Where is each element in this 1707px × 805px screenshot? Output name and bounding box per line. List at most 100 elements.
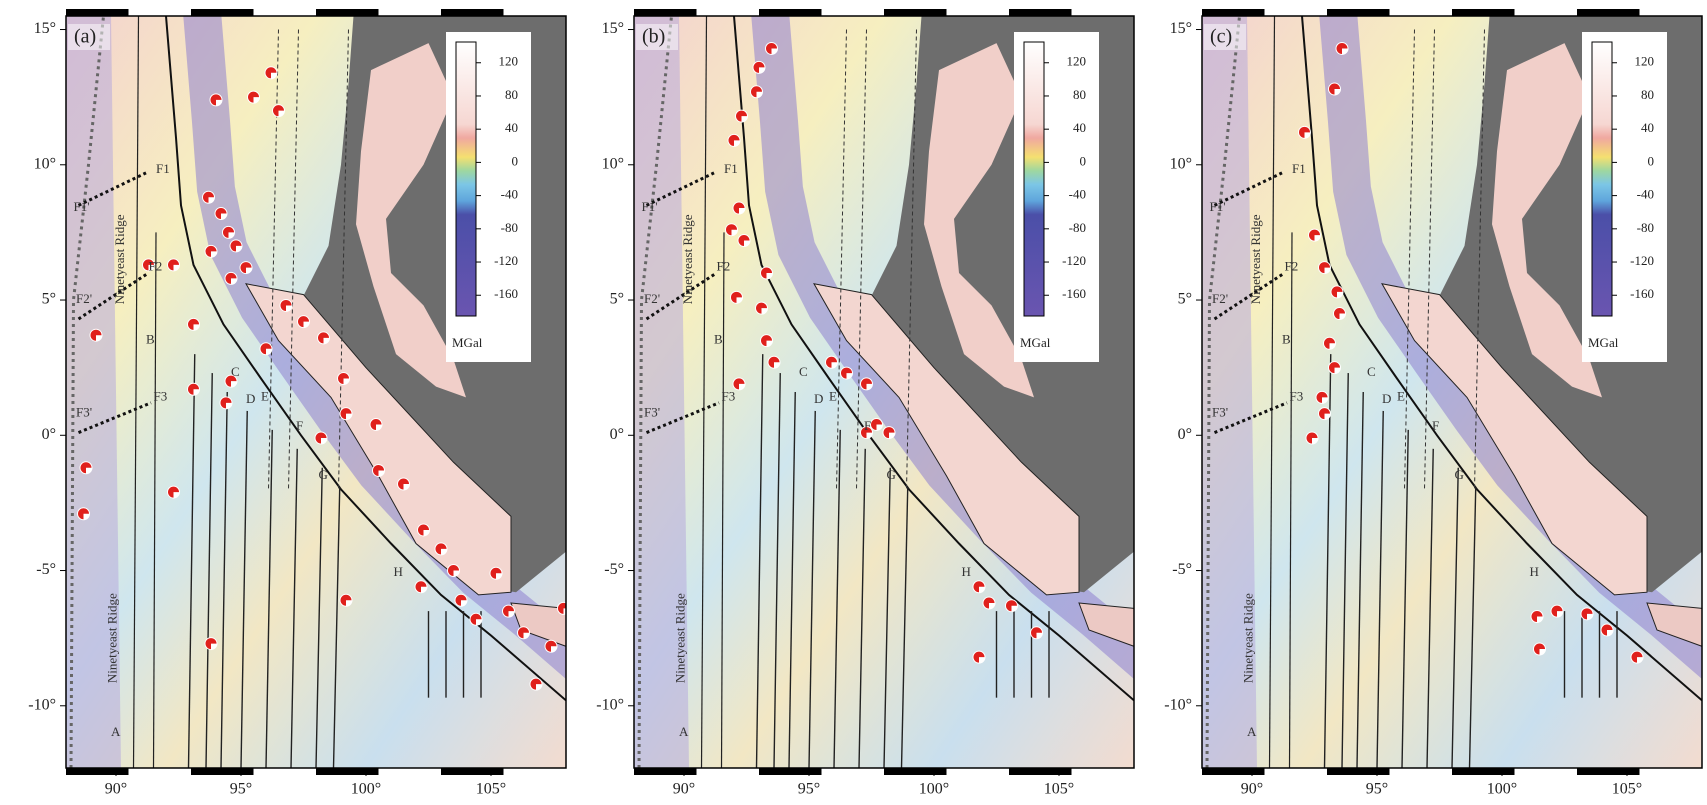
feature-label: F3 — [722, 388, 736, 403]
colorbar-tick-label: 120 — [1635, 54, 1655, 69]
lat-tick-label: 10° — [1170, 155, 1192, 172]
lat-tick-label: -5° — [36, 561, 56, 578]
border-tick — [1577, 768, 1640, 775]
feature-label: D — [814, 391, 823, 406]
border-tick — [759, 9, 822, 16]
lon-tick-label: 105° — [1044, 781, 1074, 798]
border-tick — [1452, 768, 1515, 775]
lon-tick-label: 90° — [1241, 781, 1263, 798]
border-tick — [191, 768, 254, 775]
colorbar-tick-label: -120 — [494, 253, 518, 268]
lat-tick-label: -5° — [1172, 561, 1192, 578]
lat-tick-label: 5° — [610, 291, 624, 308]
colorbar-tick-label: 0 — [1080, 153, 1087, 168]
ridge-label: Ninetyeast Ridge — [1248, 214, 1263, 304]
panel-label: (c) — [1210, 26, 1232, 48]
border-tick — [1452, 9, 1515, 16]
lon-tick-label: 95° — [230, 781, 252, 798]
border-tick — [66, 768, 129, 775]
colorbar-tick-label: 40 — [1641, 120, 1654, 135]
feature-label: H — [1530, 564, 1539, 579]
lat-tick-label: 5° — [1178, 291, 1192, 308]
lon-tick-label: 105° — [1612, 781, 1642, 798]
border-tick — [316, 768, 379, 775]
feature-label: F1' — [642, 199, 658, 214]
colorbar — [456, 42, 476, 316]
map-panel: ABCDEFGHF1F1'F2F2'F3F3'Ninetyeast RidgeN… — [1164, 0, 1707, 798]
feature-label: F — [864, 418, 871, 433]
border-tick — [1009, 9, 1072, 16]
border-tick — [316, 9, 379, 16]
lon-tick-label: 105° — [476, 781, 506, 798]
border-tick — [634, 9, 697, 16]
panel-label: (b) — [642, 26, 665, 48]
colorbar-tick-label: 40 — [505, 120, 518, 135]
feature-label: F1 — [724, 161, 738, 176]
border-tick — [1327, 9, 1390, 16]
border-tick — [1009, 768, 1072, 775]
colorbar-tick-label: 80 — [505, 87, 518, 102]
lat-tick-label: -5° — [604, 561, 624, 578]
feature-label: F1' — [74, 199, 90, 214]
border-tick — [884, 768, 947, 775]
lat-tick-label: 15° — [34, 20, 56, 37]
border-tick — [634, 768, 697, 775]
feature-label: F1 — [156, 161, 170, 176]
colorbar-tick-label: 0 — [1648, 153, 1655, 168]
colorbar — [1024, 42, 1044, 316]
colorbar-tick-label: 120 — [1067, 54, 1087, 69]
colorbar-tick-label: -120 — [1630, 253, 1654, 268]
border-tick — [884, 9, 947, 16]
lat-tick-label: 15° — [602, 20, 624, 37]
feature-label: G — [319, 467, 328, 482]
feature-label: C — [1367, 364, 1376, 379]
feature-label: F3 — [154, 388, 168, 403]
border-tick — [441, 9, 504, 16]
lat-tick-label: 15° — [1170, 20, 1192, 37]
feature-label: D — [246, 391, 255, 406]
feature-label: F2 — [717, 259, 731, 274]
colorbar-tick-label: -40 — [1637, 187, 1654, 202]
lat-tick-label: 10° — [602, 155, 624, 172]
feature-label: F1 — [1292, 161, 1306, 176]
colorbar-tick-label: 80 — [1073, 87, 1086, 102]
colorbar-tick-label: 80 — [1641, 87, 1654, 102]
ridge-label: Ninetyeast Ridge — [104, 593, 119, 683]
feature-label: F2 — [1285, 259, 1299, 274]
lon-tick-label: 95° — [798, 781, 820, 798]
lon-tick-label: 100° — [351, 781, 381, 798]
colorbar-unit: MGal — [452, 335, 483, 350]
lat-tick-label: 5° — [42, 291, 56, 308]
lon-tick-label: 100° — [1487, 781, 1517, 798]
colorbar-tick-label: -160 — [1062, 286, 1086, 301]
feature-label: D — [1382, 391, 1391, 406]
feature-label: F2' — [644, 291, 660, 306]
feature-label: F2' — [1212, 291, 1228, 306]
feature-label: E — [261, 388, 269, 403]
colorbar-tick-label: 120 — [499, 54, 519, 69]
lat-tick-label: -10° — [28, 696, 56, 713]
border-tick — [66, 9, 129, 16]
feature-label: B — [146, 332, 155, 347]
colorbar-tick-label: -80 — [501, 220, 518, 235]
colorbar-tick-label: -160 — [1630, 286, 1654, 301]
colorbar-tick-label: -40 — [1069, 187, 1086, 202]
border-tick — [191, 9, 254, 16]
feature-label: B — [1282, 332, 1291, 347]
feature-label: F3' — [76, 405, 92, 420]
lon-tick-label: 90° — [105, 781, 127, 798]
colorbar-tick-label: -120 — [1062, 253, 1086, 268]
map-panel: ABCDEFGHF1F1'F2F2'F3F3'Ninetyeast RidgeN… — [596, 0, 1169, 798]
lon-tick-label: 90° — [673, 781, 695, 798]
figure: ABCDEFGHF1F1'F2F2'F3F3'Ninetyeast RidgeN… — [0, 0, 1707, 805]
colorbar-tick-label: -40 — [501, 187, 518, 202]
colorbar-tick-label: 0 — [512, 153, 519, 168]
ridge-label: Ninetyeast Ridge — [112, 214, 127, 304]
lat-tick-label: 0° — [610, 426, 624, 443]
border-tick — [1202, 768, 1265, 775]
colorbar-unit: MGal — [1588, 335, 1619, 350]
lat-tick-label: -10° — [596, 696, 624, 713]
ridge-label: Ninetyeast Ridge — [680, 214, 695, 304]
feature-label: B — [714, 332, 723, 347]
